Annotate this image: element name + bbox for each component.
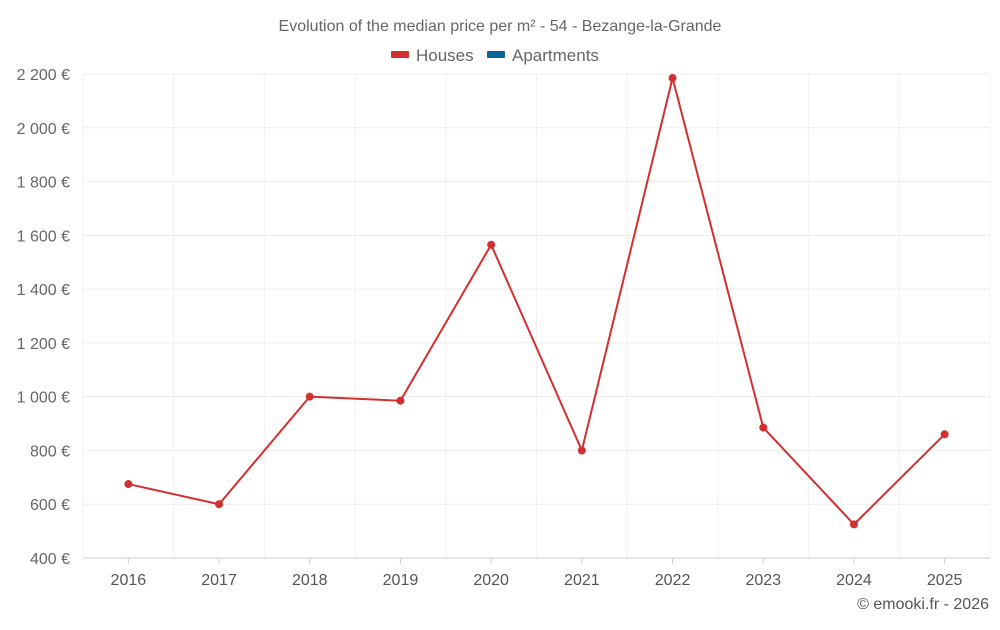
x-tick-label: 2019: [383, 572, 419, 589]
x-tick-label: 2022: [655, 572, 691, 589]
credit-text: © emooki.fr - 2026: [857, 596, 989, 613]
y-tick-label: 800 €: [30, 443, 70, 460]
legend-label-apartments: Apartments: [512, 46, 599, 65]
x-tick-label: 2018: [292, 572, 328, 589]
y-tick-label: 1 800 €: [17, 175, 70, 192]
legend-swatch-houses: [391, 51, 409, 58]
x-tick-label: 2025: [927, 572, 963, 589]
legend-swatch-apartments: [487, 51, 505, 58]
grid: [82, 73, 991, 559]
data-point-houses-2017[interactable]: [215, 500, 224, 509]
x-tick-label: 2021: [564, 572, 600, 589]
legend-item-houses[interactable]: Houses: [391, 46, 474, 65]
legend-item-apartments[interactable]: Apartments: [487, 46, 599, 65]
y-tick-label: 400 €: [30, 551, 70, 568]
data-point-houses-2020[interactable]: [487, 240, 496, 249]
series-layer: [124, 74, 949, 529]
x-tick-label: 2017: [201, 572, 237, 589]
y-tick-label: 1 400 €: [17, 282, 70, 299]
x-tick-label: 2024: [836, 572, 872, 589]
data-point-houses-2019[interactable]: [396, 396, 405, 405]
data-point-houses-2024[interactable]: [849, 520, 858, 529]
x-axis: 2016 2017 2018 2019 2020 2021 2022 2023 2024 2025: [83, 557, 990, 589]
data-point-houses-2022[interactable]: [668, 74, 677, 83]
data-point-houses-2023[interactable]: [759, 423, 768, 432]
y-tick-label: 2 200 €: [17, 67, 70, 84]
y-tick-label: 1 600 €: [17, 228, 70, 245]
data-point-houses-2025[interactable]: [940, 430, 949, 439]
x-tick-label: 2016: [111, 572, 147, 589]
y-tick-label: 1 200 €: [17, 336, 70, 353]
legend-label-houses: Houses: [416, 46, 474, 65]
data-point-houses-2021[interactable]: [577, 446, 586, 455]
data-point-houses-2018[interactable]: [305, 392, 314, 401]
y-tick-label: 2 000 €: [17, 121, 70, 138]
x-tick-label: 2023: [745, 572, 781, 589]
y-tick-label: 600 €: [30, 497, 70, 514]
legend: Houses Apartments: [391, 46, 599, 65]
y-axis: 400 € 600 € 800 € 1 000 € 1 200 € 1 400 € 1 60…: [17, 67, 70, 568]
x-tick-label: 2020: [473, 572, 509, 589]
series-line-houses: [128, 77, 946, 526]
chart-title: Evolution of the median price per m² - 5…: [279, 18, 722, 35]
data-point-houses-2016[interactable]: [124, 480, 133, 489]
y-tick-label: 1 000 €: [17, 390, 70, 407]
